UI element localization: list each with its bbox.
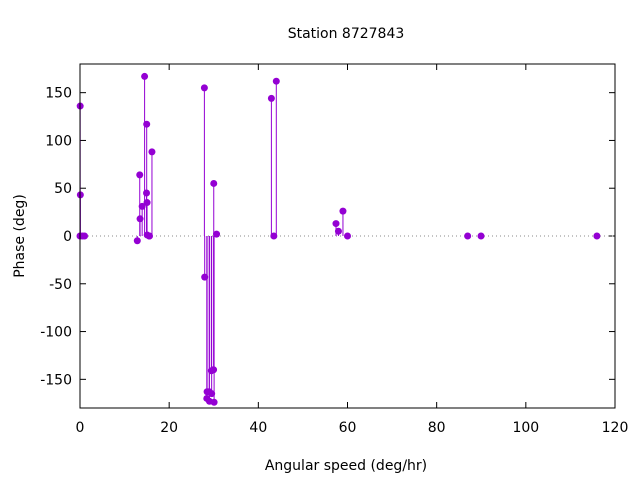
y-tick-label: 0 bbox=[63, 229, 72, 245]
data-point bbox=[81, 232, 89, 240]
x-tick-label: 120 bbox=[602, 420, 629, 436]
x-tick-label: 60 bbox=[339, 420, 357, 436]
data-point bbox=[146, 232, 154, 240]
y-axis-label: Phase (deg) bbox=[12, 194, 28, 278]
data-point bbox=[138, 202, 146, 210]
data-point bbox=[272, 77, 280, 85]
data-point bbox=[344, 232, 351, 240]
x-axis-label: Angular speed (deg/hr) bbox=[265, 458, 427, 474]
x-tick-label: 100 bbox=[512, 420, 539, 436]
axis-ticks: 0 20 40 60 80 100 120 -150 -100 -50 0 50 100 150 bbox=[40, 64, 628, 436]
y-tick-label: 150 bbox=[45, 86, 72, 102]
x-tick-label: 80 bbox=[428, 420, 446, 436]
data-point bbox=[143, 120, 151, 128]
x-tick-label: 20 bbox=[160, 420, 178, 436]
data-point bbox=[141, 72, 149, 80]
data-point bbox=[270, 232, 278, 240]
data-point bbox=[136, 171, 144, 179]
x-tick-label: 40 bbox=[249, 420, 267, 436]
data-point bbox=[210, 398, 218, 406]
data-point bbox=[332, 220, 340, 228]
data-point bbox=[267, 94, 275, 102]
y-tick-label: -150 bbox=[40, 372, 72, 388]
data-point bbox=[143, 199, 151, 207]
data-point bbox=[477, 232, 485, 240]
data-point bbox=[208, 390, 216, 398]
data-stems bbox=[79, 76, 344, 403]
y-tick-label: 100 bbox=[45, 133, 72, 149]
y-tick-label: 50 bbox=[54, 181, 72, 197]
data-point bbox=[136, 215, 144, 223]
data-point bbox=[133, 237, 141, 245]
data-point bbox=[213, 230, 221, 238]
chart-title: Station 8727843 bbox=[288, 26, 405, 42]
data-points bbox=[76, 72, 601, 406]
data-point bbox=[334, 227, 342, 235]
data-point bbox=[200, 84, 208, 92]
x-tick-label: 0 bbox=[76, 420, 85, 436]
data-point bbox=[148, 148, 156, 156]
data-point bbox=[201, 273, 209, 281]
data-point bbox=[593, 232, 601, 240]
data-point bbox=[143, 189, 151, 197]
data-point bbox=[339, 207, 347, 215]
data-point bbox=[210, 179, 218, 187]
y-tick-label: -100 bbox=[40, 325, 72, 341]
plot-frame bbox=[79, 63, 616, 409]
y-tick-label: -50 bbox=[49, 277, 72, 293]
data-point bbox=[464, 232, 472, 240]
data-point bbox=[210, 366, 218, 374]
